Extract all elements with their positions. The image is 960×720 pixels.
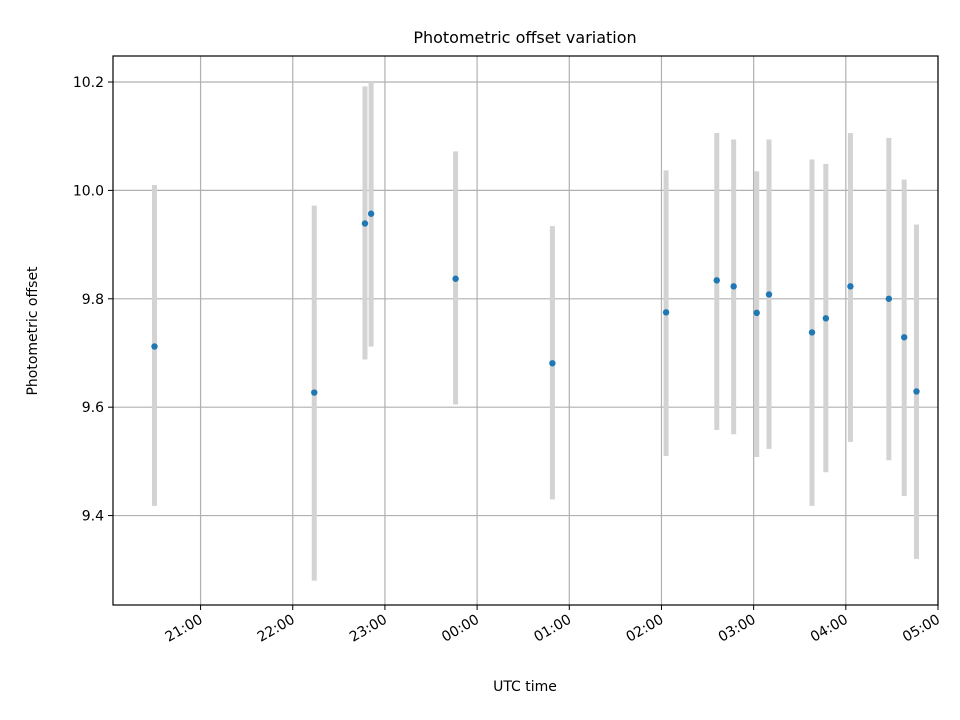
data-point [361, 220, 369, 227]
x-axis-label: UTC time [493, 679, 557, 695]
plot-area-frame [112, 55, 939, 606]
y-tick-label: 10.2 [73, 75, 104, 91]
data-point [765, 291, 773, 298]
data-point [151, 343, 158, 350]
data-point [549, 360, 556, 367]
y-axis-label: Photometric offset [25, 266, 41, 396]
data-point [713, 277, 720, 284]
data-point [847, 283, 854, 290]
chart-title: Photometric offset variation [413, 28, 636, 47]
data-point [367, 210, 375, 217]
data-points [151, 210, 920, 396]
data-point [311, 389, 318, 396]
y-tick-label: 9.8 [82, 292, 104, 308]
data-point [730, 283, 737, 290]
data-point [808, 329, 816, 336]
data-point [822, 315, 830, 322]
y-tick-label: 9.4 [82, 509, 104, 525]
data-point [753, 309, 760, 317]
data-point [662, 309, 670, 316]
data-point [913, 388, 920, 395]
data-point [885, 295, 893, 302]
grid-lines [113, 56, 939, 605]
y-tick-label: 10.0 [73, 183, 104, 199]
data-point [452, 275, 459, 282]
y-axis-ticks: 9.4 9.6 9.8 10.0 10.2 [73, 75, 113, 525]
y-tick-label: 9.6 [82, 400, 104, 416]
data-point [901, 334, 908, 341]
